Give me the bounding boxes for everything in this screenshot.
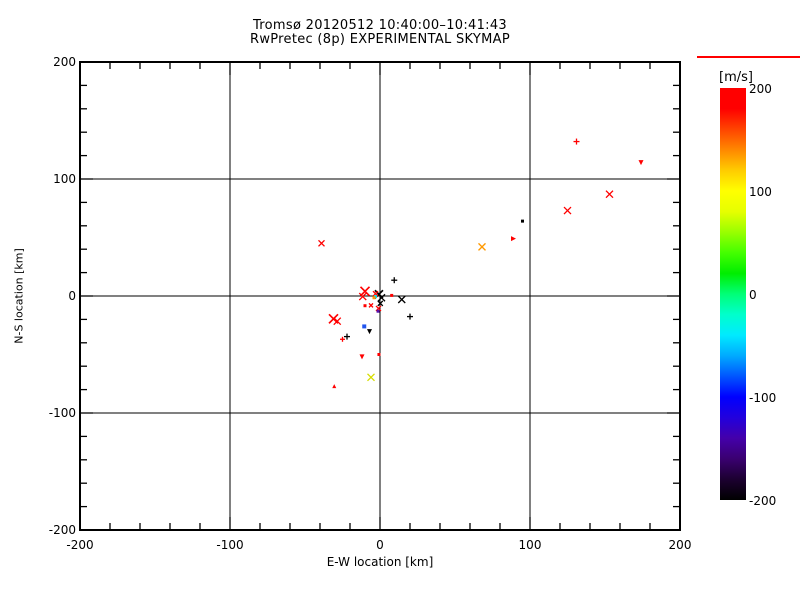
data-point-triangle <box>359 354 365 360</box>
title-block: Tromsø 20120512 10:40:00–10:41:43 RwPret… <box>80 19 680 47</box>
x-tick-label: 0 <box>376 538 384 552</box>
data-point-dot <box>377 353 381 356</box>
x-tick-label: 200 <box>668 538 692 552</box>
x-axis-label: E-W location [km] <box>326 555 434 569</box>
data-point-triangle <box>367 329 372 335</box>
data-point-dot <box>363 304 367 308</box>
y-tick-label: -200 <box>48 523 76 537</box>
data-point-x <box>377 293 386 302</box>
colorbar-tick-label: 0 <box>749 288 757 302</box>
data-point-x <box>333 317 342 326</box>
y-tick-label: 0 <box>68 289 76 303</box>
colorbar-tick-label: 200 <box>749 82 772 96</box>
x-tick-label: -100 <box>216 538 244 552</box>
plot-border <box>79 61 681 531</box>
data-point-x <box>368 302 374 308</box>
plot-subtitle: RwPretec (8p) EXPERIMENTAL SKYMAP <box>249 32 510 47</box>
data-point-x <box>563 206 572 215</box>
y-tick-label: -100 <box>48 406 76 420</box>
colorbar-unit-label: [m/s] <box>719 70 753 85</box>
data-point-x <box>367 373 375 382</box>
x-tick-label: -200 <box>66 538 94 552</box>
data-point-x <box>605 190 614 199</box>
y-tick-label: 100 <box>53 172 76 186</box>
data-point-x <box>397 295 406 304</box>
colorbar-tick-label: -200 <box>749 494 777 508</box>
data-point-triangle <box>511 236 516 242</box>
y-tick-label: 200 <box>53 55 76 69</box>
colorbar-tick-label: 100 <box>749 185 772 199</box>
colorbar-top-line <box>697 56 800 58</box>
data-point-dot <box>390 293 394 297</box>
data-point-x <box>328 313 339 324</box>
x-tick-label: 100 <box>518 538 542 552</box>
data-point-x <box>359 286 371 297</box>
y-axis-label: N-S location [km] <box>12 248 26 344</box>
data-point-triangle <box>638 160 644 166</box>
data-point-x <box>478 242 486 251</box>
data-point-dot <box>521 219 524 223</box>
data-point-dot <box>362 324 367 329</box>
data-point-x <box>318 239 325 247</box>
data-point-x <box>372 290 379 297</box>
colorbar-tick-label: -100 <box>749 391 777 405</box>
data-point-dot <box>372 296 376 300</box>
data-point-dot <box>376 309 380 313</box>
data-point-x <box>377 300 384 307</box>
colorbar <box>720 88 746 500</box>
plot-title: Tromsø 20120512 10:40:00–10:41:43 <box>252 18 508 33</box>
data-point-x <box>358 292 367 301</box>
data-point-triangle <box>332 384 337 389</box>
